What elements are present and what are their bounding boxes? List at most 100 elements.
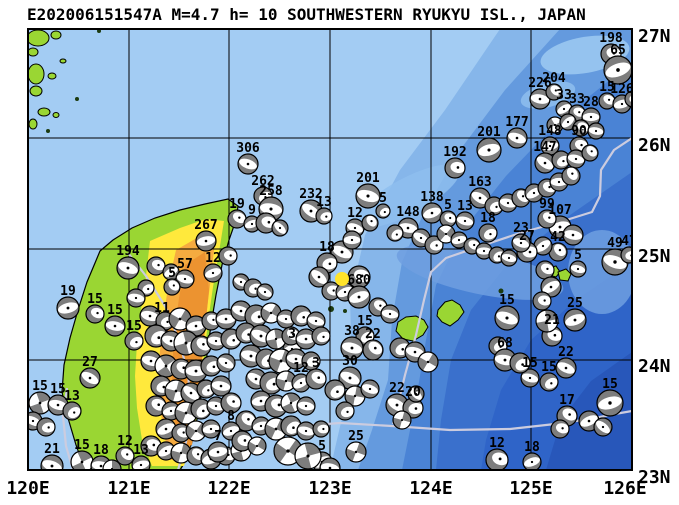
beachball-label: 20	[405, 385, 421, 400]
focal-mechanism-beachball	[550, 419, 570, 439]
lon-axis-label: 121E	[107, 478, 150, 499]
beachball-label: 232	[299, 187, 322, 202]
focal-mechanism-beachball	[206, 331, 226, 351]
beachball-label: 13	[64, 389, 80, 404]
beachball-label: 5	[444, 198, 452, 213]
focal-mechanism-beachball	[624, 90, 632, 108]
focal-mechanism-beachball	[506, 127, 528, 149]
focal-mechanism-beachball	[360, 379, 380, 399]
beachball-label: 17	[559, 393, 575, 408]
coast-island	[29, 85, 43, 97]
beachball-label: 28	[583, 95, 599, 110]
beachball-label: 19	[60, 284, 76, 299]
focal-mechanism-beachball	[511, 233, 531, 253]
beachball-label: 15	[32, 379, 48, 394]
focal-mechanism-beachball	[494, 305, 520, 331]
focal-mechanism-beachball	[620, 246, 632, 264]
beachball-label: 12	[205, 251, 221, 266]
focal-mechanism-beachball	[155, 418, 177, 440]
beachball-label: 19	[229, 197, 245, 212]
focal-mechanism-beachball	[126, 288, 146, 308]
beachball-label: 163	[468, 175, 491, 190]
lat-axis-label: 25N	[638, 246, 671, 267]
focal-mechanism-beachball	[137, 279, 155, 297]
beachball-label: 262	[251, 174, 274, 189]
beachball-label: 680	[347, 273, 371, 288]
focal-mechanism-beachball	[296, 421, 316, 441]
beachball-label: 57	[177, 257, 193, 272]
focal-mechanism-beachball	[450, 231, 468, 249]
beachball-label: 306	[236, 141, 260, 156]
beachball-label: 12	[117, 434, 133, 449]
focal-mechanism-beachball	[587, 122, 605, 140]
beachball-label: 25	[567, 296, 583, 311]
beachball-label: 18	[319, 240, 335, 255]
beachball-label: 25	[348, 429, 364, 444]
lat-axis-label: 24N	[638, 356, 671, 377]
beachball-label: 15	[50, 382, 66, 397]
coast-island	[28, 47, 39, 57]
focal-mechanism-beachball	[561, 166, 581, 186]
focal-mechanism-beachball	[593, 417, 613, 437]
beachball-label: 33	[556, 88, 572, 103]
focal-mechanism-beachball	[79, 367, 101, 389]
beachball-label: 65	[610, 43, 626, 58]
focal-mechanism-beachball	[347, 285, 371, 309]
focal-mechanism-beachball	[476, 137, 502, 163]
focal-mechanism-beachball	[124, 331, 144, 351]
beachball-label: 22	[365, 327, 381, 342]
focal-mechanism-beachball	[203, 263, 223, 283]
focal-mechanism-beachball	[546, 116, 564, 134]
focal-mechanism-beachball	[131, 455, 151, 470]
focal-mechanism-beachball	[301, 351, 321, 371]
beachball-label: 49	[607, 236, 623, 251]
focal-mechanism-beachball	[115, 446, 135, 466]
focal-mechanism-beachball	[216, 353, 236, 373]
focal-mechanism-beachball	[275, 370, 297, 392]
beachball-label: 5	[379, 191, 387, 206]
lon-axis-label: 120E	[6, 478, 49, 499]
focal-mechanism-beachball	[70, 450, 94, 470]
focal-mechanism-beachball	[210, 375, 232, 397]
beachball-label: 12	[293, 361, 309, 376]
islet-dot	[498, 288, 504, 294]
focal-mechanism-beachball	[362, 339, 384, 361]
beachball-label: 126	[610, 82, 634, 97]
beachball-label: 147	[533, 140, 556, 155]
beachball-label: 18	[524, 440, 540, 455]
focal-mechanism-beachball	[247, 436, 267, 456]
beachball-label: 18	[480, 211, 496, 226]
focal-mechanism-beachball	[540, 276, 562, 298]
beachball-label: 5	[168, 266, 176, 281]
beachball-label: 13	[457, 199, 473, 214]
beachball-label: 148	[538, 124, 562, 139]
focal-mechanism-beachball	[340, 336, 364, 360]
focal-mechanism-beachball	[116, 256, 140, 280]
beachball-label: 22	[389, 381, 405, 396]
focal-mechanism-beachball	[215, 308, 237, 330]
focal-mechanism-beachball	[572, 119, 590, 137]
island-shape	[436, 299, 465, 327]
lon-axis-label: 126E	[603, 478, 646, 499]
focal-mechanism-beachball	[520, 368, 540, 388]
focal-mechanism-beachball	[195, 230, 217, 252]
beachball-label: 204	[542, 71, 566, 86]
beachball-label: 12	[347, 206, 363, 221]
focal-mechanism-beachball	[175, 269, 195, 289]
focal-mechanism-beachball	[392, 410, 412, 430]
focal-mechanism-beachball	[355, 183, 381, 209]
focal-mechanism-beachball	[444, 157, 466, 179]
focal-mechanism-beachball	[386, 224, 404, 242]
focal-mechanism-beachball	[185, 420, 207, 442]
focal-mechanism-beachball	[342, 230, 362, 250]
focal-mechanism-beachball	[569, 260, 587, 278]
beachball-label: 15	[74, 438, 90, 453]
beachball-label: 68	[497, 336, 513, 351]
focal-mechanism-beachball	[308, 266, 330, 288]
lon-axis-label: 125E	[509, 478, 552, 499]
focal-mechanism-beachball	[235, 410, 257, 432]
beachball-label: 15	[126, 319, 142, 334]
beachball-label: 27	[82, 355, 98, 370]
focal-mechanism-beachball	[206, 396, 226, 416]
